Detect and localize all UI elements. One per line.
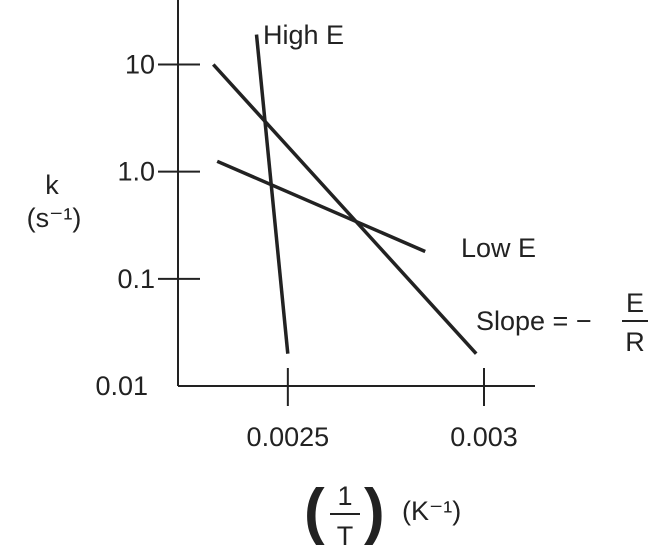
series-line-3 <box>216 159 426 254</box>
x-axis-paren-left: ( <box>304 477 325 546</box>
x-axis-fraction-numerator: 1 <box>337 481 352 511</box>
y-tick-label: 0.01 <box>95 371 148 401</box>
slope-annotation: Slope = − E R <box>476 288 648 357</box>
x-tick-label: 0.003 <box>450 422 518 452</box>
slope-text: Slope = − <box>476 306 592 336</box>
x-ticks: 0.0025 0.003 <box>247 368 518 452</box>
x-tick-label: 0.0025 <box>247 422 330 452</box>
series-lines <box>212 34 478 355</box>
y-axis-label: k (s⁻¹) <box>27 170 82 233</box>
y-axis-symbol: k <box>45 170 59 200</box>
x-axis-label: ( 1 T ) (K⁻¹) <box>304 477 461 551</box>
y-ticks: 10 1.0 0.1 0.01 <box>95 50 200 401</box>
y-tick-label: 1.0 <box>117 157 155 187</box>
y-tick-label: 10 <box>125 50 155 80</box>
x-axis-unit: (K⁻¹) <box>402 496 461 526</box>
x-axis-paren-right: ) <box>364 477 385 546</box>
series-line-2 <box>212 63 478 355</box>
y-axis-unit: (s⁻¹) <box>27 203 82 233</box>
series-line-1 <box>254 34 290 354</box>
slope-fraction-numerator: E <box>626 288 644 318</box>
slope-fraction-denominator: R <box>625 327 645 357</box>
x-axis-fraction-denominator: T <box>337 521 354 551</box>
series-label-high-e: High E <box>263 20 344 50</box>
y-tick-label: 0.1 <box>117 264 155 294</box>
series-label-low-e: Low E <box>461 233 536 263</box>
